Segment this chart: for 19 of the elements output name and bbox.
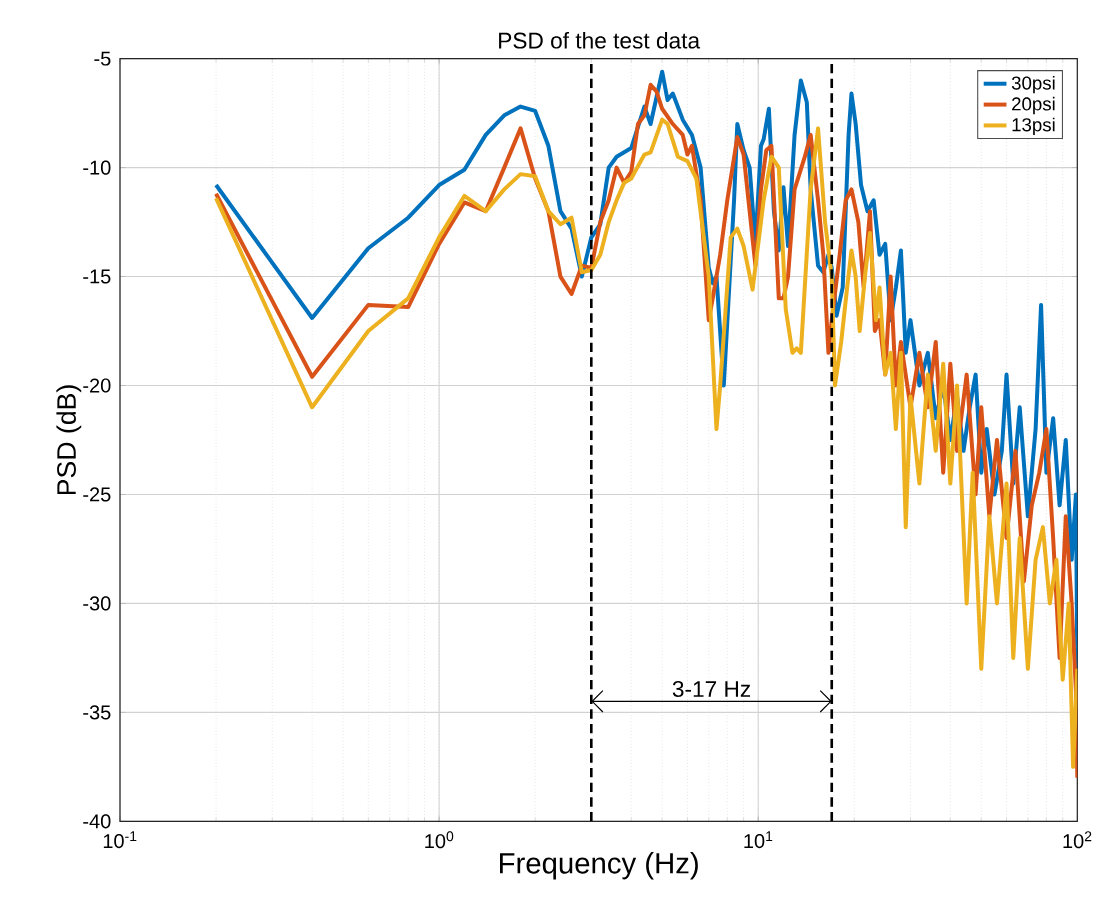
x-tick-label: 10$^{1}$ [744,831,773,849]
annotation: 3-17 Hz [672,681,751,698]
legend-label: 20psi [1012,96,1055,115]
x-tick-label: 10$^{0}$ [425,831,454,849]
y-tick-label: -25 [83,487,111,502]
y-tick-label: -10 [83,160,111,175]
y-axis-title: PSD (dB) [56,385,82,495]
y-tick-label: -20 [83,378,111,393]
y-tick-label: -5 [94,51,111,66]
x-tick-label: 10$^{-1}$ [103,831,137,849]
y-tick-label: -30 [83,596,111,611]
y-tick-label: -40 [83,814,111,829]
legend-label: 13psi [1012,117,1055,136]
legend-label: 30psi [1011,76,1055,94]
x-axis-title: Frequency (Hz) [500,852,698,880]
chart-title: PSD of the test data [499,32,701,49]
y-tick-label: -35 [83,705,111,720]
y-tick-label: -15 [83,269,111,284]
x-tick-label: 10$^{2}$ [1063,831,1092,849]
